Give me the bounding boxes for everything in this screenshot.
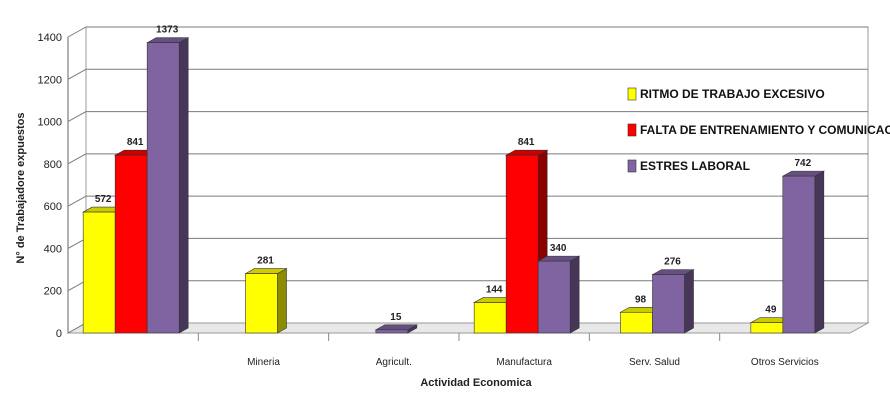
legend-swatch — [627, 87, 637, 101]
x-category-label: Serv. Salud — [629, 357, 680, 368]
x-category-label: Manufactura — [496, 357, 552, 368]
bar-front — [652, 274, 685, 334]
y-tick-label: 200 — [44, 286, 62, 298]
gridlines — [67, 26, 868, 334]
legend: RITMO DE TRABAJO EXCESIVO FALTA DE ENTREN… — [627, 87, 890, 173]
bar-front — [505, 154, 539, 334]
y-axis-title: N° de Trabajadore expuestos — [15, 112, 27, 263]
bar-front — [750, 322, 784, 334]
back-wall — [85, 26, 869, 324]
gridline-depth — [67, 26, 87, 38]
bar-front — [473, 302, 507, 334]
legend-item: RITMO DE TRABAJO EXCESIVO — [627, 87, 825, 101]
gridline-depth — [67, 153, 87, 165]
bar-side — [569, 255, 580, 334]
x-category-label: Agricult. — [376, 357, 412, 368]
bar-front — [82, 211, 116, 334]
data-label: 340 — [550, 243, 567, 254]
data-label: 572 — [95, 194, 112, 205]
x-category-label: Otros Servicios — [751, 357, 819, 368]
bar-2-3 — [537, 255, 581, 334]
data-label: 15 — [390, 312, 402, 323]
bar-front — [375, 329, 409, 334]
bars — [82, 37, 825, 334]
bar-front — [782, 175, 816, 334]
data-label: 841 — [518, 137, 535, 148]
legend-swatch — [627, 123, 637, 137]
data-label: 49 — [765, 305, 777, 316]
bar-2-4 — [651, 269, 695, 334]
data-label: 144 — [486, 285, 503, 296]
legend-item: ESTRES LABORAL — [627, 159, 750, 173]
y-tick-label: 1200 — [38, 74, 62, 86]
legend-label: ESTRES LABORAL — [640, 159, 750, 173]
x-category-label: Mineria — [247, 357, 280, 368]
legend-label: FALTA DE ENTRENAMIENTO Y COMUNICACIÓN — [640, 122, 890, 137]
data-labels: 572 841 1373 281 15 144 841 340 98 276 49 742 — [95, 25, 812, 323]
data-label: 841 — [127, 137, 144, 148]
bar-side — [684, 269, 694, 334]
y-tick-label: 1000 — [38, 117, 62, 129]
gridline-depth — [67, 111, 87, 123]
gridline-depth — [67, 195, 87, 207]
bar-0-1 — [244, 268, 288, 334]
legend-label: RITMO DE TRABAJO EXCESIVO — [640, 87, 825, 101]
bar-2-5 — [781, 170, 825, 334]
data-label: 98 — [635, 294, 647, 305]
gridline-depth — [67, 68, 87, 80]
data-label: 1373 — [156, 25, 179, 36]
bar-front — [537, 260, 571, 334]
y-tick-label: 0 — [56, 328, 62, 340]
bar-side — [814, 170, 825, 334]
bar-2-0 — [146, 37, 190, 334]
legend-item: FALTA DE ENTRENAMIENTO Y COMUNICACIÓN — [627, 122, 890, 137]
bar-front — [146, 42, 180, 334]
x-axis-title: Actividad Economica — [420, 377, 532, 389]
legend-swatch — [627, 159, 637, 173]
y-tick-label: 1400 — [38, 32, 62, 44]
y-tick-label: 400 — [44, 243, 62, 255]
x-axis-categories: Mineria Agricult. Manufactura Serv. Salud Ot… — [197, 333, 819, 368]
y-tick-label: 600 — [44, 201, 62, 213]
bar-front — [114, 154, 148, 334]
bar-front — [620, 311, 653, 334]
bar-2-2 — [374, 324, 418, 334]
data-label: 276 — [664, 257, 681, 268]
bar-side — [277, 268, 287, 334]
bar-front — [245, 273, 278, 334]
data-label: 281 — [257, 256, 274, 267]
bar-side — [178, 37, 189, 334]
y-axis-ticks: 0 200 400 600 800 1000 1200 1400 — [38, 32, 62, 340]
data-label: 742 — [794, 158, 811, 169]
y-tick-label: 800 — [44, 159, 62, 171]
